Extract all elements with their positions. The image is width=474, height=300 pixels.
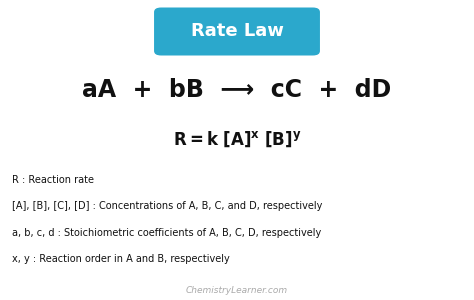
FancyBboxPatch shape [154, 8, 320, 56]
Text: Rate Law: Rate Law [191, 22, 283, 40]
Text: R : Reaction rate: R : Reaction rate [12, 175, 94, 185]
Text: [A], [B], [C], [D] : Concentrations of A, B, C, and D, respectively: [A], [B], [C], [D] : Concentrations of A… [12, 201, 322, 212]
Text: ChemistryLearner.com: ChemistryLearner.com [186, 286, 288, 295]
Text: a, b, c, d : Stoichiometric coefficients of A, B, C, D, respectively: a, b, c, d : Stoichiometric coefficients… [12, 228, 321, 238]
Text: x, y : Reaction order in A and B, respectively: x, y : Reaction order in A and B, respec… [12, 254, 229, 264]
Text: aA  +  bB  ⟶  cC  +  dD: aA + bB ⟶ cC + dD [82, 78, 392, 102]
Text: $\mathbf{R = k\ [A]^x\ [B]^y}$: $\mathbf{R = k\ [A]^x\ [B]^y}$ [173, 130, 301, 149]
